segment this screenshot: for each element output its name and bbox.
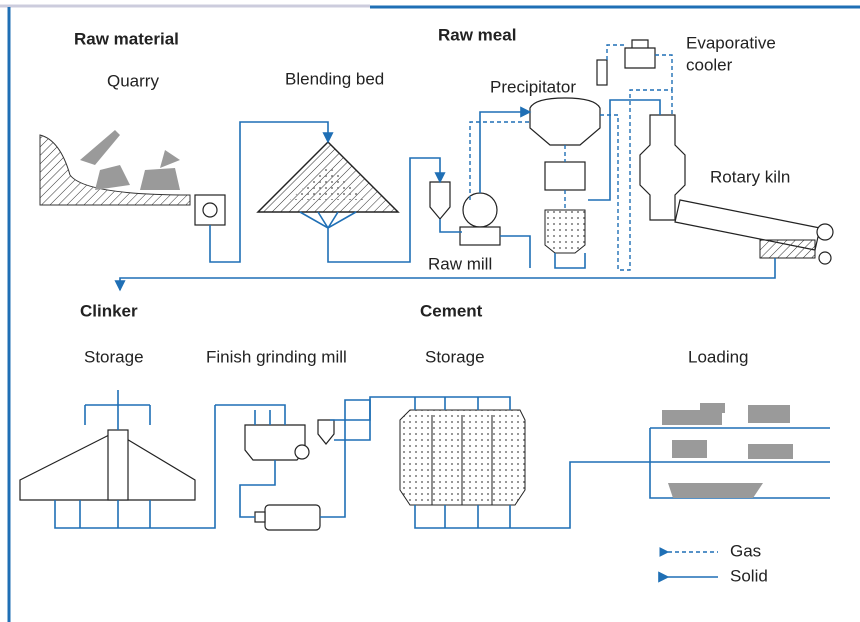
gas-flow: [600, 44, 673, 271]
burner: [816, 223, 834, 241]
legend-label: Solid: [730, 566, 768, 585]
flow: [500, 235, 586, 269]
fan: [294, 444, 310, 460]
flow: [209, 121, 334, 263]
heading: Raw meal: [438, 25, 516, 44]
flow: [239, 399, 371, 518]
legend-label: Gas: [730, 541, 761, 560]
heading: Clinker: [80, 301, 138, 320]
preheater-tower: [639, 114, 686, 221]
flow: [439, 219, 462, 233]
stack: [596, 59, 608, 86]
mill-end: [254, 511, 266, 523]
cyclone: [544, 209, 586, 254]
heading: Raw material: [74, 29, 179, 48]
label: Loading: [688, 347, 749, 366]
evaporative-cooler: [624, 39, 656, 69]
separator: [244, 424, 306, 461]
label: Precipitator: [490, 77, 576, 96]
flow: [334, 396, 511, 441]
gas-flow: [469, 121, 566, 210]
quarry-ground: [39, 134, 191, 206]
raw-mill: [462, 192, 498, 228]
blending-bed-core: [290, 165, 366, 200]
excavators: [80, 130, 180, 190]
label: Storage: [84, 347, 144, 366]
label: cooler: [686, 55, 733, 74]
flow: [114, 258, 776, 292]
silo: [429, 181, 451, 220]
ball-mill: [264, 504, 321, 531]
loading-flows: [649, 427, 830, 499]
label: Rotary kiln: [710, 167, 790, 186]
clinker-cooler: [759, 239, 816, 259]
precipitator: [529, 97, 601, 146]
label: Evaporative: [686, 33, 776, 52]
cooler-fan: [818, 251, 832, 265]
flow: [299, 157, 440, 263]
storage-core: [107, 429, 129, 501]
flow: [414, 461, 650, 529]
label: Storage: [425, 347, 485, 366]
cyclone: [317, 419, 335, 445]
label: Blending bed: [285, 69, 384, 88]
label: Quarry: [107, 71, 159, 90]
label: Raw mill: [428, 254, 492, 273]
heading: Cement: [420, 301, 483, 320]
flow: [54, 405, 216, 529]
flow: [588, 99, 661, 201]
flow: [84, 390, 151, 430]
cyclone: [544, 161, 586, 191]
label: Finish grinding mill: [206, 347, 347, 366]
flow: [215, 404, 286, 425]
flow: [479, 106, 532, 193]
vehicles: [662, 403, 793, 498]
crusher-rotor: [202, 202, 218, 218]
silo-walls: [431, 415, 493, 505]
raw-mill-base: [459, 226, 501, 246]
